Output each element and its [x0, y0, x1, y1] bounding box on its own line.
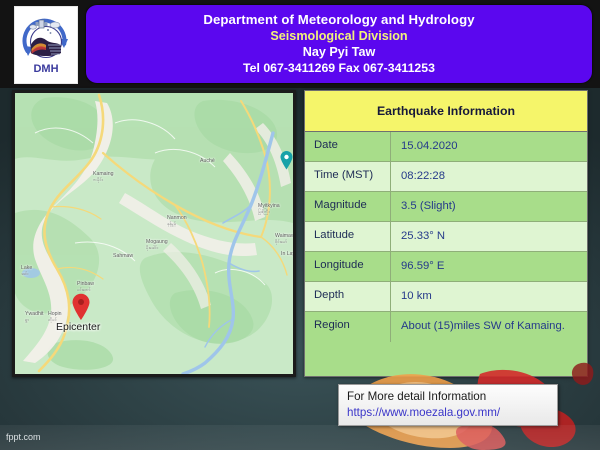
- table-row-magnitude: Magnitude 3.5 (Slight): [305, 192, 587, 222]
- epicenter-pin-icon[interactable]: [71, 293, 91, 321]
- more-info-url[interactable]: https://www.moezala.gov.mm/: [347, 406, 501, 419]
- table-value-date: 15.04.2020: [401, 140, 458, 152]
- more-info-label: For More detail Information: [347, 390, 487, 403]
- table-key-longitude: Longitude: [305, 252, 391, 281]
- map-label-mogaung: Mogaung မိုးခေါင်း: [146, 239, 168, 250]
- map-label-waimaw: Waimaw ဝိုင်းမော်: [275, 233, 293, 244]
- header-banner: Department of Meteorology and Hydrology …: [86, 5, 592, 83]
- watermark-band: [0, 425, 600, 450]
- banner-line-city: Nay Pyi Taw: [302, 45, 376, 59]
- more-info-box[interactable]: For More detail Information https://www.…: [338, 384, 558, 426]
- city-pin-icon[interactable]: [280, 151, 293, 170]
- dmh-logo: DMH: [14, 6, 78, 84]
- banner-line-division: Seismological Division: [270, 29, 408, 43]
- map-label-hopin: Hopin ဟိုပင်: [48, 311, 62, 322]
- table-value-time: 08:22:28: [401, 170, 445, 182]
- map-label-in-lay: In Lay: [281, 251, 293, 257]
- banner-line-contact: Tel 067-3411269 Fax 067-3411253: [243, 61, 435, 75]
- map-label-myitkyina: Myitkyina မြစ်ကြီး: [258, 203, 280, 214]
- dmh-logo-icon: DMH: [22, 18, 68, 75]
- table-key-depth: Depth: [305, 282, 391, 311]
- table-row-longitude: Longitude 96.59° E: [305, 252, 587, 282]
- map-canvas[interactable]: Kamaing ကမိုင်း Auché Nanmon နန်မွန် Mogau…: [15, 93, 293, 374]
- map-label-pinbaw: Pinbaw ပင်းဘော်: [77, 281, 95, 292]
- table-key-latitude: Latitude: [305, 222, 391, 251]
- table-value-longitude: 96.59° E: [401, 260, 445, 272]
- earthquake-info-table: Earthquake Information Date 15.04.2020 T…: [304, 90, 588, 377]
- table-key-time: Time (MST): [305, 162, 391, 191]
- map-terrain-graphic: [15, 93, 293, 374]
- table-key-region: Region: [305, 312, 391, 342]
- table-row-region: Region About (15)miles SW of Kamaing.: [305, 312, 587, 342]
- map-label-lake: Lake အင်း: [21, 265, 33, 276]
- table-value-depth: 10 km: [401, 290, 432, 302]
- table-row-depth: Depth 10 km: [305, 282, 587, 312]
- map-panel[interactable]: Kamaing ကမိုင်း Auché Nanmon နန်မွန် Mogau…: [12, 90, 296, 377]
- map-label-nanmon: Nanmon နန်မွန်: [167, 215, 187, 226]
- banner-line-department: Department of Meteorology and Hydrology: [203, 12, 475, 27]
- table-value-latitude: 25.33° N: [401, 230, 446, 242]
- table-value-magnitude: 3.5 (Slight): [401, 200, 456, 212]
- map-label-sahmaw: Sahmaw: [113, 253, 134, 259]
- dmh-logo-text: DMH: [33, 63, 58, 75]
- table-key-magnitude: Magnitude: [305, 192, 391, 221]
- table-value-region: About (15)miles SW of Kamaing.: [401, 320, 565, 332]
- map-label-kamaing: Kamaing ကမိုင်း: [93, 171, 114, 182]
- map-label-ywadhit: Ywadhit ရွာ: [25, 311, 44, 322]
- table-row-date: Date 15.04.2020: [305, 132, 587, 162]
- table-key-date: Date: [305, 132, 391, 161]
- table-row-latitude: Latitude 25.33° N: [305, 222, 587, 252]
- table-row-time: Time (MST) 08:22:28: [305, 162, 587, 192]
- map-label-auche: Auché: [200, 158, 215, 164]
- watermark-text: fppt.com: [6, 432, 41, 442]
- table-title: Earthquake Information: [305, 91, 587, 132]
- epicenter-label: Epicenter: [56, 321, 101, 333]
